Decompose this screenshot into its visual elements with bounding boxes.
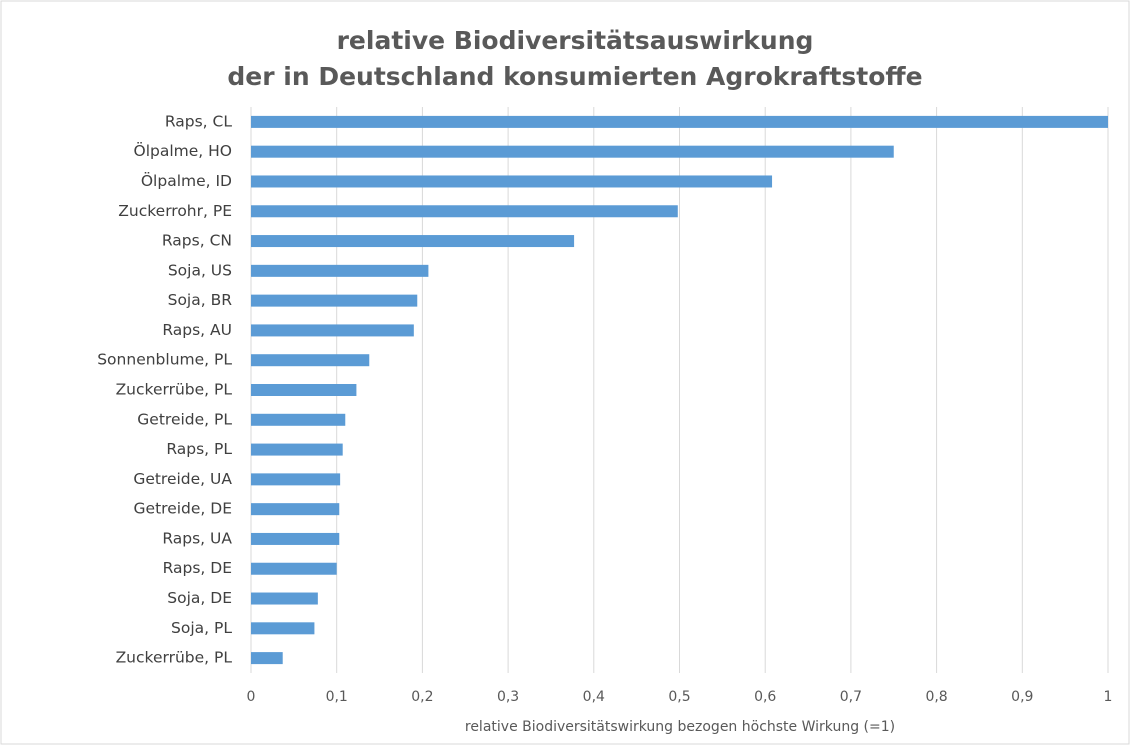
- x-tick-label: 0,3: [497, 689, 519, 705]
- bar: [251, 145, 894, 158]
- bar: [251, 384, 357, 396]
- bar: [251, 592, 318, 605]
- bar: [251, 294, 418, 307]
- x-tick-label: 0,1: [326, 689, 348, 705]
- x-tick-label: 0,2: [411, 689, 433, 705]
- bar: [251, 562, 337, 575]
- chart-title: relative Biodiversitätsauswirkung: [337, 26, 814, 55]
- x-axis-label: relative Biodiversitätswirkung bezogen h…: [465, 719, 895, 735]
- bar: [251, 413, 346, 426]
- bar: [251, 652, 283, 665]
- y-tick-label: Raps, DE: [163, 559, 232, 577]
- y-tick-label: Raps, CN: [162, 232, 232, 250]
- bar: [251, 235, 575, 248]
- y-tick-label: Getreide, UA: [133, 470, 232, 488]
- bar: [251, 473, 341, 486]
- bar: [251, 205, 678, 218]
- y-tick-label: Soja, DE: [167, 589, 232, 607]
- y-tick-label: Sonnenblume, PL: [97, 351, 232, 369]
- y-tick-label: Raps, UA: [162, 529, 232, 547]
- bar: [251, 115, 1108, 128]
- bar: [251, 264, 429, 277]
- x-tick-label: 0,7: [840, 689, 862, 705]
- x-tick-label: 0,9: [1011, 689, 1033, 705]
- y-tick-label: Raps, AU: [162, 321, 232, 339]
- y-tick-label: Zuckerrohr, PE: [118, 202, 232, 220]
- bar: [251, 354, 370, 367]
- y-tick-label: Getreide, PL: [137, 410, 232, 428]
- x-tick-label: 0,5: [668, 689, 690, 705]
- y-tick-label: Zuckerrübe, PL: [116, 381, 233, 399]
- bar: [251, 324, 414, 337]
- bar: [251, 443, 343, 456]
- x-tick-label: 1: [1104, 689, 1113, 705]
- bar: [251, 532, 340, 545]
- y-tick-label: Ölpalme, ID: [141, 171, 232, 190]
- y-tick-label: Raps, PL: [166, 440, 232, 458]
- y-tick-label: Zuckerrübe, PL: [116, 649, 233, 667]
- x-tick-label: 0,8: [925, 689, 947, 705]
- x-tick-label: 0,4: [583, 689, 605, 705]
- y-tick-label: Getreide, DE: [134, 500, 232, 518]
- x-tick-label: 0,6: [754, 689, 776, 705]
- y-tick-label: Raps, CL: [165, 112, 233, 130]
- bar: [251, 622, 315, 635]
- bar: [251, 175, 773, 188]
- bar: [251, 503, 340, 516]
- y-tick-label: Soja, PL: [171, 619, 232, 637]
- chart-title: der in Deutschland konsumierten Agrokraf…: [227, 62, 922, 91]
- y-tick-label: Soja, US: [168, 261, 232, 279]
- y-tick-label: Soja, BR: [168, 291, 233, 309]
- x-tick-label: 0: [247, 689, 256, 705]
- y-tick-label: Ölpalme, HO: [134, 141, 233, 160]
